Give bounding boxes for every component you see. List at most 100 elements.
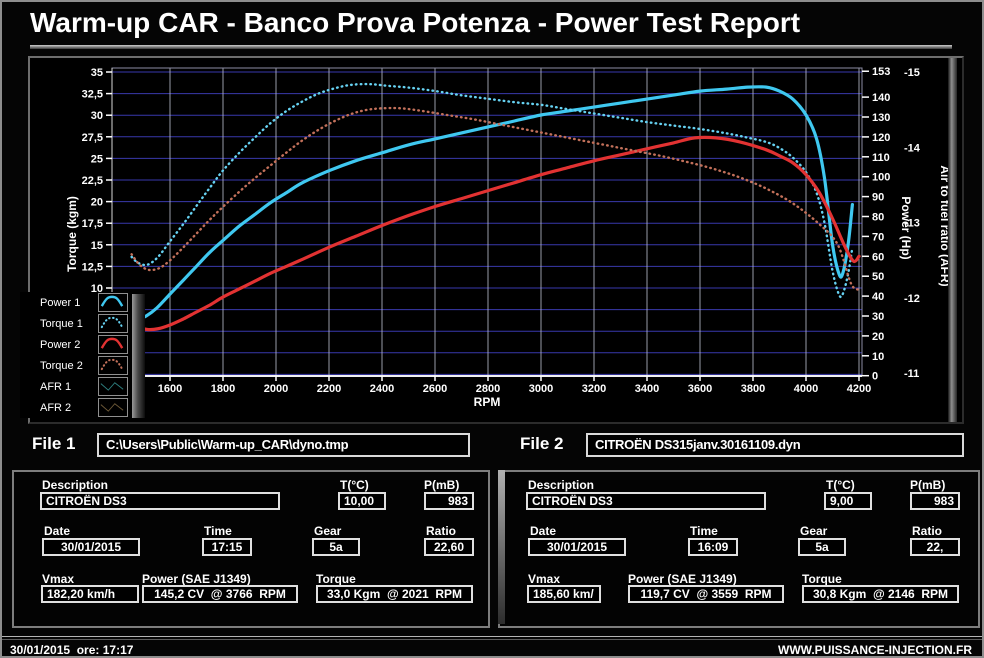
vmax-field[interactable]: 185,60 km/ — [527, 585, 601, 603]
svg-text:17,5: 17,5 — [82, 218, 103, 230]
svg-text:4000: 4000 — [794, 383, 818, 395]
series-torque-1 — [130, 82, 854, 299]
svg-text:1600: 1600 — [158, 383, 182, 395]
svg-text:70: 70 — [872, 231, 884, 243]
svg-text:10: 10 — [872, 351, 884, 363]
chart-legend: Power 1 Torque 1 Power 2 Torque 2 AFR 1 AFR 2 — [20, 292, 132, 418]
temperature-label: T(°C) — [340, 478, 369, 492]
torque-result-label: Torque — [316, 572, 356, 586]
svg-text:3600: 3600 — [688, 383, 712, 395]
legend-item-power-2[interactable]: Power 2 — [20, 334, 132, 355]
svg-text:2800: 2800 — [476, 383, 500, 395]
svg-text:3400: 3400 — [635, 383, 659, 395]
svg-text:2400: 2400 — [370, 383, 394, 395]
svg-text:3000: 3000 — [529, 383, 553, 395]
pressure-field[interactable]: 983 — [910, 492, 960, 510]
file1-path-input[interactable]: C:\Users\Public\Warm-up_CAR\dyno.tmp — [97, 433, 470, 457]
file2-label: File 2 — [520, 434, 564, 453]
legend-label: AFR 1 — [40, 380, 72, 393]
time-field[interactable]: 16:09 — [688, 538, 738, 556]
ratio-field[interactable]: 22, — [910, 538, 960, 556]
svg-text:50: 50 — [872, 271, 884, 283]
svg-text:-15: -15 — [904, 67, 920, 79]
svg-text:3800: 3800 — [741, 383, 765, 395]
legend-item-torque-1[interactable]: Torque 1 — [20, 313, 132, 334]
svg-text:100: 100 — [872, 172, 890, 184]
power-result-field[interactable]: 145,2 CV @ 3766 RPM — [142, 585, 298, 603]
legend-item-torque-2[interactable]: Torque 2 — [20, 355, 132, 376]
x-axis: 1600 1800 2000 2200 2400 2600 2800 3000 3200 3400… — [158, 376, 871, 409]
ratio-field[interactable]: 22,60 — [424, 538, 474, 556]
legend-item-afr-2[interactable]: AFR 2 — [20, 397, 132, 418]
svg-text:2600: 2600 — [423, 383, 447, 395]
series-power-1 — [130, 85, 854, 324]
svg-text:-14: -14 — [904, 142, 921, 154]
legend-label: Torque 2 — [40, 359, 83, 372]
legend-swatch-solid-line — [98, 293, 128, 312]
gear-label: Gear — [800, 524, 828, 538]
svg-text:20: 20 — [91, 197, 103, 209]
temperature-label: T(°C) — [826, 478, 855, 492]
gear-label: Gear — [314, 524, 342, 538]
gear-field[interactable]: 5a — [312, 538, 360, 556]
time-field[interactable]: 17:15 — [202, 538, 252, 556]
svg-text:30: 30 — [872, 311, 884, 323]
date-field[interactable]: 30/01/2015 — [42, 538, 140, 556]
temperature-field[interactable]: 10,00 — [338, 492, 386, 510]
torque-result-field[interactable]: 30,8 Kgm @ 2146 RPM — [802, 585, 959, 603]
legend-item-power-1[interactable]: Power 1 — [20, 292, 132, 313]
h-gridlines — [112, 71, 862, 375]
power-result-label: Power (SAE J1349) — [628, 572, 737, 586]
description-label: Description — [528, 478, 595, 492]
temperature-field[interactable]: 9,00 — [824, 492, 872, 510]
svg-text:40: 40 — [872, 291, 884, 303]
svg-text:2000: 2000 — [264, 383, 288, 395]
legend-swatch-dotted-line — [98, 356, 128, 375]
svg-text:-12: -12 — [904, 293, 920, 305]
date-label: Date — [44, 524, 71, 538]
ratio-label: Ratio — [912, 524, 942, 538]
ratio-label: Ratio — [426, 524, 456, 538]
run2-panel: Description CITROËN DS3 T(°C) 9,00 P(mB)… — [498, 470, 980, 628]
svg-text:2200: 2200 — [317, 383, 341, 395]
svg-text:0: 0 — [872, 371, 878, 383]
svg-text:4200: 4200 — [847, 383, 871, 395]
svg-text:RPM: RPM — [474, 395, 501, 409]
legend-swatch-thin-line — [98, 398, 128, 417]
legend-label: Torque 1 — [40, 317, 83, 330]
legend-label: AFR 2 — [40, 401, 72, 414]
description-field[interactable]: CITROËN DS3 — [526, 492, 766, 510]
time-label: Time — [204, 524, 232, 538]
pressure-field[interactable]: 983 — [424, 492, 474, 510]
panel-edge-bar — [498, 470, 505, 624]
power-result-label: Power (SAE J1349) — [142, 572, 251, 586]
file2-path-input[interactable]: CITROËN DS315janv.30161109.dyn — [586, 433, 964, 457]
run1-panel: Description CITROËN DS3 T(°C) 10,00 P(mB… — [12, 470, 490, 628]
svg-text:15: 15 — [91, 240, 103, 252]
svg-text:130: 130 — [872, 112, 890, 124]
time-label: Time — [690, 524, 718, 538]
legend-swatch-solid-line — [98, 335, 128, 354]
statusbar-website: WWW.PUISSANCE-INJECTION.FR — [778, 643, 972, 657]
vmax-field[interactable]: 182,20 km/h — [41, 585, 139, 603]
date-field[interactable]: 30/01/2015 — [528, 538, 626, 556]
svg-text:Torque (kgm): Torque (kgm) — [65, 196, 79, 272]
legend-side-bar — [132, 294, 145, 418]
legend-item-afr-1[interactable]: AFR 1 — [20, 376, 132, 397]
torque-result-label: Torque — [802, 572, 842, 586]
svg-text:27,5: 27,5 — [82, 132, 103, 144]
svg-text:22,5: 22,5 — [82, 175, 103, 187]
svg-text:35: 35 — [91, 67, 103, 79]
power-result-field[interactable]: 119,7 CV @ 3559 RPM — [628, 585, 784, 603]
file1-label: File 1 — [32, 434, 76, 453]
series-power-2 — [130, 135, 861, 332]
legend-swatch-dotted-line — [98, 314, 128, 333]
statusbar-date: 30/01/2015 ore: 17:17 — [10, 643, 134, 657]
gear-field[interactable]: 5a — [798, 538, 846, 556]
chart-canvas: 35 32,5 30 27,5 25 22,5 20 17,5 15 12,5 10 Torque (… — [65, 66, 952, 409]
svg-text:80: 80 — [872, 212, 884, 224]
torque-result-field[interactable]: 33,0 Kgm @ 2021 RPM — [316, 585, 473, 603]
description-field[interactable]: CITROËN DS3 — [40, 492, 280, 510]
power-axis: 1531401301201101009080706050403020100Pow… — [862, 66, 913, 383]
